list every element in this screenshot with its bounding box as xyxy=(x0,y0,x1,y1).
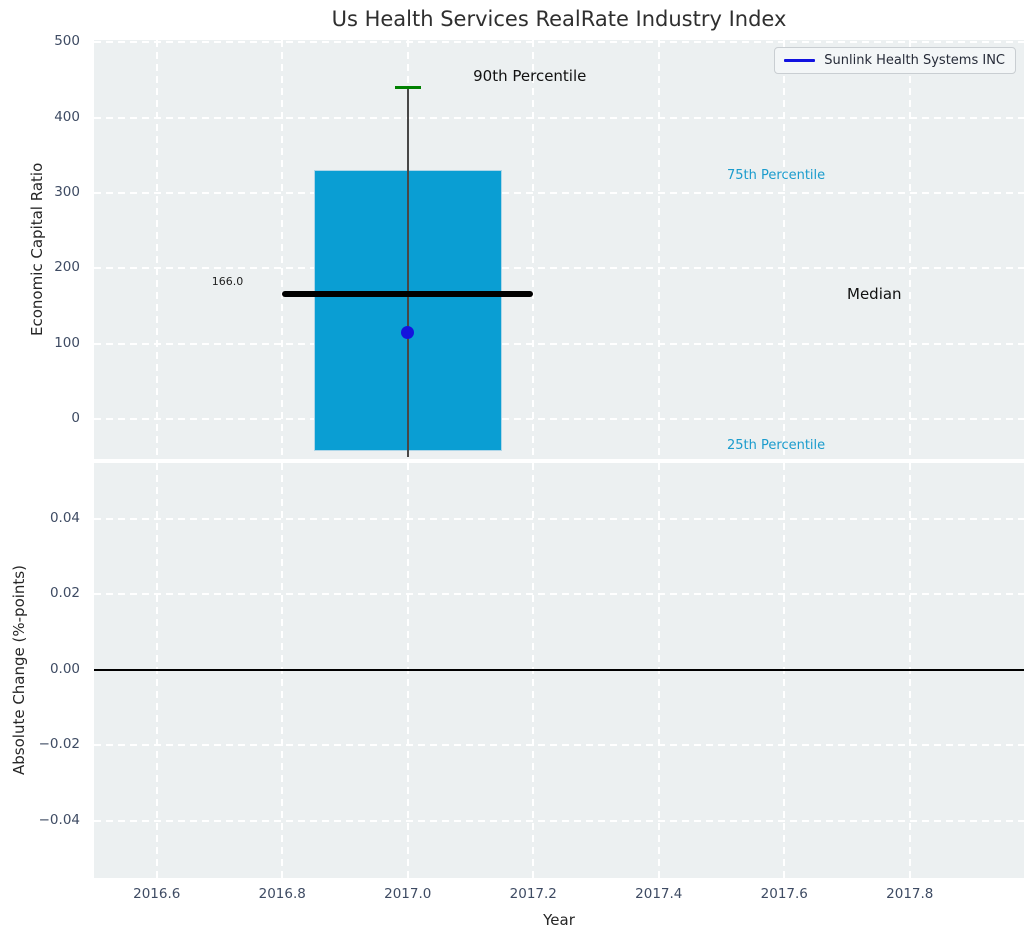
p90-annotation: 90th Percentile xyxy=(473,67,587,86)
y-tick-label: 400 xyxy=(54,108,80,125)
x-tick-label: 2017.0 xyxy=(384,886,432,902)
whisker-line xyxy=(406,87,409,457)
gridline xyxy=(94,744,1024,747)
gridline xyxy=(94,517,1024,520)
legend-label: Sunlink Health Systems INC xyxy=(824,53,1005,68)
median-value-label: 166.0 xyxy=(211,274,244,288)
gridline xyxy=(94,593,1024,596)
y-tick-label: 0.02 xyxy=(49,585,80,602)
top-y-axis-label: Economic Capital Ratio xyxy=(28,162,46,337)
gridline xyxy=(94,191,1024,194)
y-tick-label: 300 xyxy=(54,183,80,200)
x-tick-label: 2017.6 xyxy=(760,886,808,902)
gridline xyxy=(94,41,1024,44)
zero-line xyxy=(94,668,1024,671)
x-axis-label: Year xyxy=(543,911,575,929)
y-tick-label: 500 xyxy=(54,33,80,50)
x-tick-label: 2016.8 xyxy=(258,886,306,902)
p75-annotation: 75th Percentile xyxy=(727,168,826,184)
y-tick-label: 0.04 xyxy=(49,509,80,526)
company-marker-dot xyxy=(401,325,415,339)
gridline xyxy=(94,116,1024,119)
gridline xyxy=(94,418,1024,421)
gridline xyxy=(94,819,1024,822)
gridline xyxy=(281,40,284,459)
y-tick-label: −0.02 xyxy=(38,736,80,753)
top-plot-area: 166.0 90th Percentile 75th Percentile Media… xyxy=(94,40,1024,459)
gridline xyxy=(657,40,660,459)
y-tick-label: 0 xyxy=(71,410,80,427)
x-tick-label: 2017.8 xyxy=(886,886,934,902)
gridline xyxy=(94,267,1024,270)
median-line xyxy=(282,290,534,297)
gridline xyxy=(532,40,535,459)
gridline xyxy=(94,342,1024,345)
median-annotation: Median xyxy=(847,284,902,303)
x-tick-label: 2017.2 xyxy=(509,886,557,902)
gridline xyxy=(783,40,786,459)
gridline xyxy=(155,40,158,459)
p90-cap xyxy=(394,85,421,90)
p25-annotation: 25th Percentile xyxy=(727,438,826,454)
x-tick-label: 2017.4 xyxy=(635,886,683,902)
y-tick-label: 100 xyxy=(54,334,80,351)
x-tick-label: 2016.6 xyxy=(133,886,181,902)
y-tick-label: −0.04 xyxy=(38,811,80,828)
legend: Sunlink Health Systems INC xyxy=(774,47,1016,74)
gridline xyxy=(908,40,911,459)
y-tick-label: 200 xyxy=(54,259,80,276)
legend-line-swatch xyxy=(784,59,816,62)
bottom-plot-area xyxy=(94,463,1024,878)
chart-title: Us Health Services RealRate Industry Ind… xyxy=(331,7,787,31)
y-tick-label: 0.00 xyxy=(49,660,80,677)
